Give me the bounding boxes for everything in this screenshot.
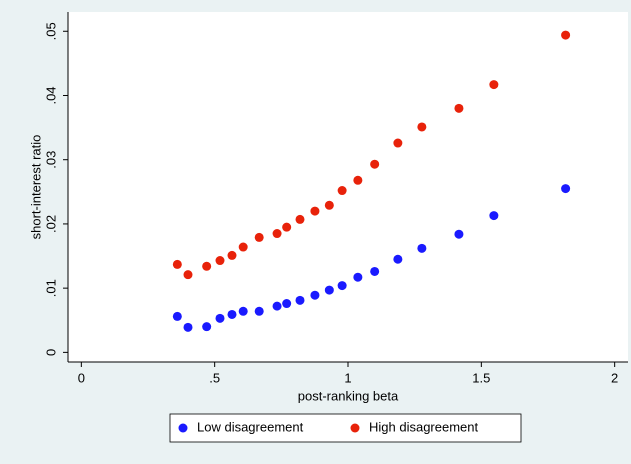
point <box>417 243 427 253</box>
legend-marker <box>350 423 360 433</box>
point <box>337 186 347 196</box>
point <box>183 322 193 332</box>
legend <box>169 413 522 443</box>
plot-area <box>68 12 628 362</box>
point <box>489 80 499 90</box>
point <box>489 211 499 221</box>
point <box>295 214 305 224</box>
legend-label: High disagreement <box>369 419 479 434</box>
y-tick-label: .02 <box>43 215 58 233</box>
point <box>370 266 380 276</box>
point <box>353 175 363 185</box>
point <box>454 229 464 239</box>
legend-marker <box>178 423 188 433</box>
x-tick-label: 1.5 <box>472 370 490 385</box>
point <box>272 229 282 239</box>
y-axis-title: short-interest ratio <box>28 135 43 240</box>
legend-label: Low disagreement <box>197 419 304 434</box>
y-tick-label: .03 <box>43 151 58 169</box>
point <box>282 299 292 309</box>
point <box>561 184 571 194</box>
x-axis-title: post-ranking beta <box>298 388 399 403</box>
point <box>324 285 334 295</box>
point <box>454 103 464 113</box>
point <box>227 250 237 260</box>
point <box>238 306 248 316</box>
point <box>202 322 212 332</box>
point <box>282 222 292 232</box>
x-tick-label: 1 <box>344 370 351 385</box>
point <box>227 309 237 319</box>
point <box>215 313 225 323</box>
point <box>353 272 363 282</box>
point <box>417 122 427 132</box>
y-tick-label: .04 <box>43 86 58 104</box>
y-tick-label: .01 <box>43 279 58 297</box>
point <box>310 290 320 300</box>
point <box>215 256 225 266</box>
point <box>337 281 347 291</box>
point <box>172 311 182 321</box>
point <box>254 306 264 316</box>
point <box>295 295 305 305</box>
point <box>324 200 334 210</box>
y-tick-label: 0 <box>43 349 58 356</box>
point <box>202 261 212 271</box>
point <box>238 242 248 252</box>
point <box>183 270 193 280</box>
point <box>172 259 182 269</box>
x-tick-label: .5 <box>209 370 220 385</box>
point <box>310 206 320 216</box>
x-tick-label: 2 <box>611 370 618 385</box>
x-tick-label: 0 <box>78 370 85 385</box>
y-tick-label: .05 <box>43 22 58 40</box>
point <box>393 138 403 148</box>
point <box>272 301 282 311</box>
point <box>561 30 571 40</box>
point <box>254 232 264 242</box>
point <box>370 159 380 169</box>
point <box>393 254 403 264</box>
